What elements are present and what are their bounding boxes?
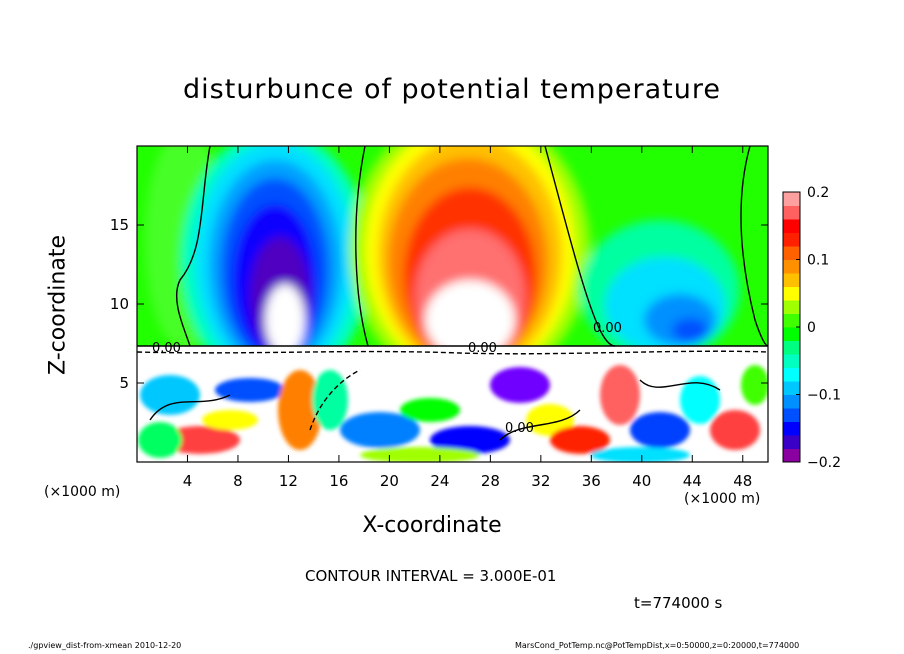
colorbar-tick-label: −0.1 [807, 388, 841, 404]
colorbar-swatch [783, 394, 800, 409]
x-tick-label: 20 [380, 472, 399, 490]
contour-label: 0.00 [593, 321, 622, 336]
contour-line [149, 394, 231, 421]
colorbar-swatch [783, 205, 800, 220]
x-axis-label-wrap: X-coordinate [0, 513, 904, 538]
colorbar-swatch [783, 381, 800, 395]
x-tick-label: 44 [683, 472, 702, 490]
contour-lines [137, 146, 768, 441]
x-tick-label: 28 [481, 472, 500, 490]
x-tick-label: 12 [279, 472, 298, 490]
colorbar-swatch [783, 340, 800, 355]
contour-line [355, 146, 369, 347]
x-unit-label-left: (×1000 m) [44, 484, 121, 500]
contour-line [740, 146, 768, 347]
contour-label: 0.00 [468, 341, 497, 356]
x-tick-label: 48 [733, 472, 752, 490]
colorbar-swatch [783, 421, 800, 436]
colorbar-swatch [783, 286, 800, 301]
x-tick-label: 32 [531, 472, 550, 490]
contour-label: 0.00 [505, 421, 534, 436]
colorbar-swatch [783, 367, 800, 382]
x-tick-label: 8 [233, 472, 243, 490]
x-tick-label: 16 [329, 472, 348, 490]
contour-line [309, 369, 361, 431]
colorbar-swatch [783, 354, 800, 368]
colorbar-swatch [783, 300, 800, 314]
time-label: t=774000 s [634, 594, 723, 612]
colorbar-swatch [783, 448, 800, 463]
colorbar-swatch [783, 327, 800, 341]
colorbar-swatch [783, 232, 800, 247]
contour-line [499, 409, 581, 441]
contour-line [137, 350, 768, 355]
x-tick-label: 24 [430, 472, 449, 490]
colorbar: 0.2 0.1 0 −0.1 −0.2 [782, 185, 841, 471]
x-tick-label: 4 [183, 472, 193, 490]
colorbar-tick-label: 0.1 [807, 253, 829, 269]
x-unit-label-right: (×1000 m) [684, 491, 761, 507]
footer-right-text: MarsCond_PotTemp.nc@PotTempDist,x=0:5000… [515, 641, 800, 650]
colorbar-swatch [783, 273, 800, 287]
colorbar-tick-label: 0.2 [807, 185, 829, 201]
colorbar-swatch [783, 408, 800, 422]
footer-left-text: ./gpview_dist-from-xmean 2010-12-20 [28, 641, 182, 650]
contour-line [544, 146, 616, 347]
y-ticks: 5 10 15 [110, 216, 768, 392]
chart-title: disturbunce of potential temperature [183, 74, 721, 105]
contour-label: 0.00 [152, 341, 181, 356]
lower-field [138, 365, 768, 462]
upper-field [145, 146, 740, 390]
x-ticks: 4 8 12 16 20 24 28 32 36 40 44 48 [183, 146, 752, 490]
colorbar-swatch [783, 259, 800, 274]
y-tick-label: 10 [110, 295, 129, 313]
colorbar-swatch [783, 313, 800, 328]
y-tick-label: 15 [110, 216, 129, 234]
colorbar-swatch [783, 246, 800, 260]
x-tick-label: 40 [632, 472, 651, 490]
contour-interval-label: CONTOUR INTERVAL = 3.000E-01 [305, 567, 557, 585]
y-tick-label: 5 [119, 374, 129, 392]
contour-line [175, 146, 211, 347]
colorbar-swatch [783, 192, 800, 206]
x-axis-label: X-coordinate [362, 513, 502, 538]
x-tick-label: 36 [582, 472, 601, 490]
colorbar-tick-label: −0.2 [807, 455, 841, 471]
colorbar-tick-label: 0 [807, 320, 816, 336]
colorbar-swatch [783, 219, 800, 233]
plot-area [137, 146, 768, 462]
contour-labels: 0.00 0.00 0.00 0.00 [152, 321, 622, 436]
contour-line [639, 379, 721, 391]
colorbar-swatch [783, 435, 800, 449]
